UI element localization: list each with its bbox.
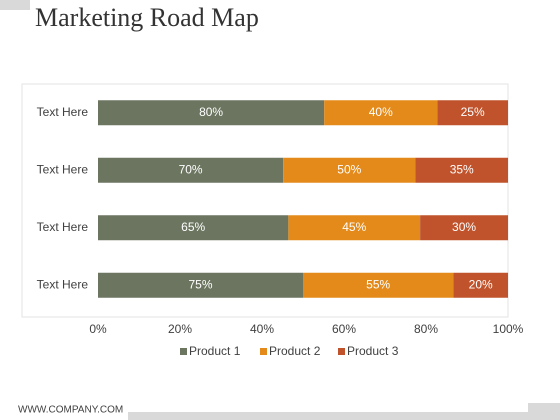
data-label: 45% [342,220,366,234]
x-tick-label: 60% [332,322,356,336]
x-tick-label: 80% [414,322,438,336]
data-label: 75% [188,277,212,291]
x-tick-label: 0% [89,322,107,336]
bar-segment [98,100,325,126]
legend-swatch [338,348,345,355]
y-tick-label: Text Here [37,105,89,119]
bar-segment [453,272,508,298]
x-tick-label: 40% [250,322,274,336]
data-label: 40% [369,105,393,119]
data-label: 55% [366,277,390,291]
bar-segment [303,272,454,298]
legend-label: Product 1 [189,344,241,358]
decor-top [0,0,30,10]
bar-segment [283,157,416,183]
decor-bottom [128,412,528,420]
bar-segment [324,100,438,126]
x-tick-label: 100% [493,322,524,336]
data-label: 65% [181,220,205,234]
legend-label: Product 3 [347,344,399,358]
footer: WWW.COMPANY.COM [18,405,123,416]
chart-title: Marketing Road Map [35,3,259,32]
data-label: 30% [452,220,476,234]
bar-segment [98,272,303,298]
bar-segment [98,215,289,241]
data-label: 80% [199,105,223,119]
data-label: 70% [179,162,203,176]
decor-corner [528,403,560,420]
bar-segment [288,215,421,241]
y-tick-label: Text Here [37,277,89,291]
data-label: 35% [450,162,474,176]
y-tick-label: Text Here [37,220,89,234]
data-label: 50% [337,162,361,176]
y-tick-label: Text Here [37,162,89,176]
bar-segment [98,157,284,183]
x-tick-label: 20% [168,322,192,336]
plot-frame [21,83,509,318]
legend-label: Product 2 [269,344,321,358]
legend-swatch [180,348,187,355]
bar-segment [420,215,508,241]
data-label: 25% [461,105,485,119]
bar-segment [415,157,508,183]
bar-segment [437,100,508,126]
legend-swatch [260,348,267,355]
data-label: 20% [469,277,493,291]
